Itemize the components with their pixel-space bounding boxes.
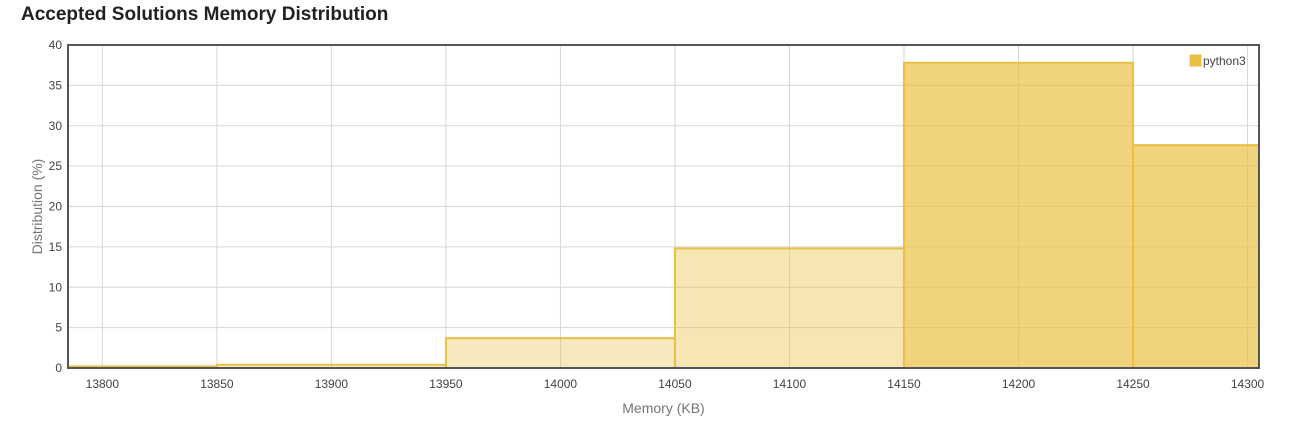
histogram-bar[interactable] bbox=[673, 247, 905, 370]
x-tick-label: 14000 bbox=[544, 377, 578, 391]
x-tick-label: 13800 bbox=[86, 377, 120, 391]
y-tick-label: 15 bbox=[49, 240, 63, 254]
histogram-bar[interactable] bbox=[1132, 144, 1260, 369]
y-axis-label: Distribution (%) bbox=[29, 159, 45, 255]
tick-labels: 0 5 10 15 20 25 30 35 40 13800 13850 13900 13950 1400… bbox=[49, 38, 1265, 391]
legend[interactable]: python3 bbox=[1189, 54, 1246, 68]
x-axis-label: Memory (KB) bbox=[622, 400, 704, 416]
chart-title: Accepted Solutions Memory Distribution bbox=[21, 4, 389, 25]
histogram-bar[interactable] bbox=[902, 61, 1135, 369]
x-tick-label: 13900 bbox=[315, 377, 349, 391]
y-tick-label: 25 bbox=[49, 159, 63, 173]
x-tick-label: 13850 bbox=[200, 377, 234, 391]
x-tick-label: 14100 bbox=[773, 377, 807, 391]
y-tick-label: 10 bbox=[49, 280, 63, 294]
histogram-bar[interactable] bbox=[444, 337, 676, 369]
x-tick-label: 13950 bbox=[429, 377, 463, 391]
y-tick-label: 20 bbox=[49, 200, 63, 214]
legend-swatch-python3[interactable] bbox=[1189, 54, 1202, 67]
x-tick-label: 14200 bbox=[1002, 377, 1036, 391]
x-tick-label: 14050 bbox=[658, 377, 692, 391]
x-tick-label: 14300 bbox=[1231, 377, 1265, 391]
x-tick-label: 14150 bbox=[887, 377, 921, 391]
y-tick-label: 5 bbox=[55, 321, 62, 335]
y-tick-label: 40 bbox=[49, 38, 63, 52]
bars bbox=[67, 61, 1260, 370]
plot-frame bbox=[67, 44, 1260, 369]
legend-label-python3[interactable]: python3 bbox=[1203, 54, 1246, 68]
y-tick-label: 35 bbox=[49, 78, 63, 92]
y-tick-label: 0 bbox=[55, 361, 62, 375]
y-tick-label: 30 bbox=[49, 119, 63, 133]
x-tick-label: 14250 bbox=[1116, 377, 1150, 391]
